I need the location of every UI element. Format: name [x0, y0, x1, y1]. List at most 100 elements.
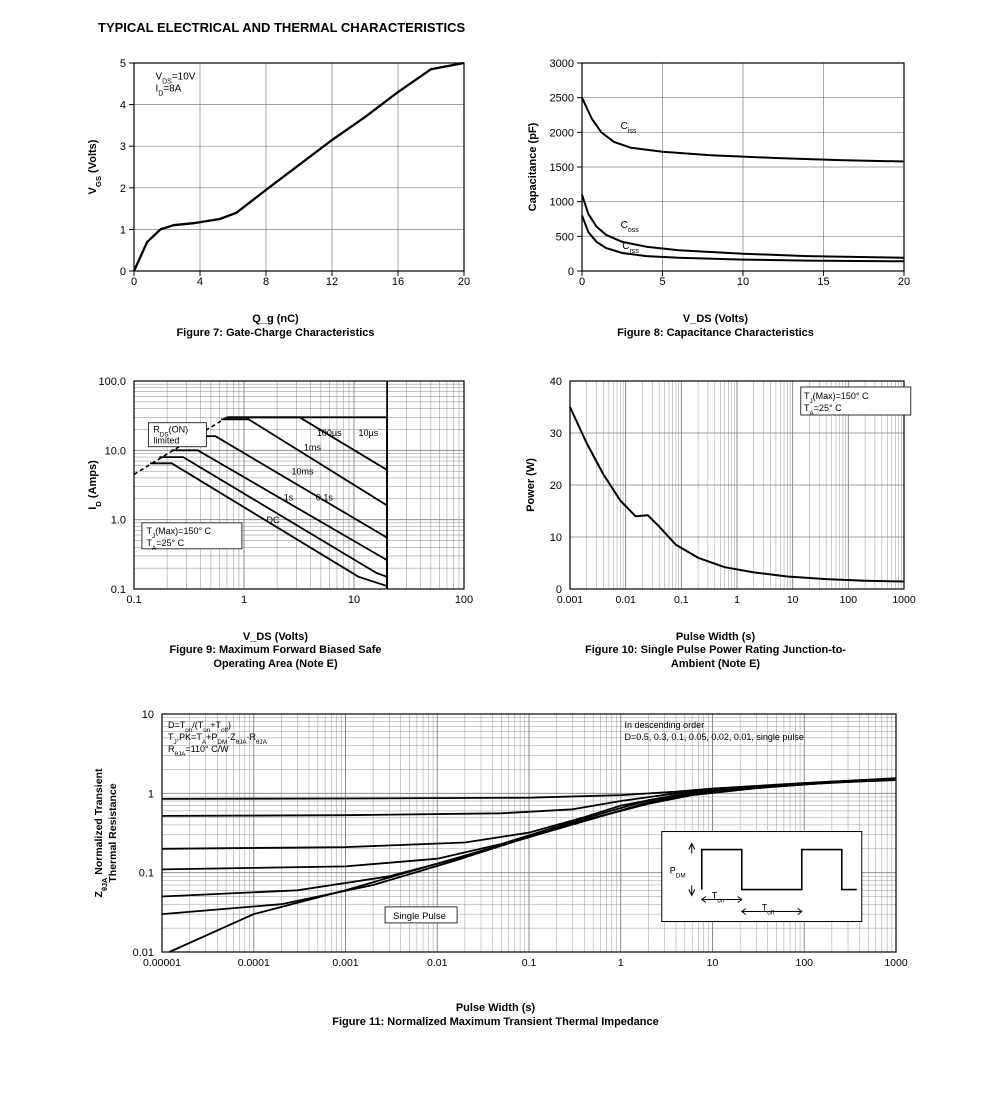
svg-text:2000: 2000 [549, 127, 573, 139]
svg-text:8: 8 [262, 276, 268, 288]
svg-text:0: 0 [130, 276, 136, 288]
svg-text:10: 10 [736, 276, 748, 288]
svg-text:10: 10 [786, 594, 798, 606]
figure-8: 05101520050010001500200025003000CissCoss… [516, 51, 916, 341]
svg-text:Coss: Coss [620, 220, 639, 234]
svg-text:20: 20 [549, 480, 561, 492]
fig9-caption: V_DS (Volts) Figure 9: Maximum Forward B… [169, 631, 381, 672]
fig8-title: Figure 8: Capacitance Characteristics [617, 327, 814, 339]
svg-text:1000: 1000 [549, 197, 573, 209]
svg-text:D=0.5, 0.3, 0.1, 0.05, 0.02, 0: D=0.5, 0.3, 0.1, 0.05, 0.02, 0.01, singl… [624, 732, 803, 742]
svg-text:40: 40 [549, 376, 561, 388]
svg-text:5: 5 [659, 276, 665, 288]
fig8-xlabel: V_DS (Volts) [683, 313, 748, 325]
svg-text:0.001: 0.001 [332, 957, 358, 969]
svg-text:1ms: 1ms [303, 442, 321, 452]
svg-text:0.0001: 0.0001 [237, 957, 269, 969]
svg-text:1: 1 [734, 594, 740, 606]
fig10-caption: Pulse Width (s) Figure 10: Single Pulse … [585, 631, 846, 672]
figure-10: 0.0010.010.11101001000010203040TJ(Max)=1… [516, 369, 916, 672]
svg-text:1000: 1000 [892, 594, 916, 606]
svg-text:1: 1 [147, 788, 153, 800]
figure-7: 048121620012345VGS (Volts)VDS=10VID=8A Q… [76, 51, 476, 341]
svg-text:10: 10 [347, 594, 359, 606]
svg-text:1s: 1s [283, 492, 293, 502]
chart-grid: 048121620012345VGS (Volts)VDS=10VID=8A Q… [40, 51, 951, 1029]
svg-text:12: 12 [325, 276, 337, 288]
fig10-title2: Ambient (Note E) [671, 658, 760, 670]
svg-text:100: 100 [839, 594, 857, 606]
svg-text:ID=8A: ID=8A [155, 84, 181, 98]
svg-text:Thermal Resistance: Thermal Resistance [107, 783, 119, 882]
svg-text:4: 4 [119, 100, 125, 112]
fig10-title1: Figure 10: Single Pulse Power Rating Jun… [585, 644, 846, 656]
svg-text:limited: limited [153, 435, 179, 445]
svg-text:0: 0 [578, 276, 584, 288]
svg-text:DC: DC [266, 514, 279, 524]
svg-text:1: 1 [119, 224, 125, 236]
svg-text:0.1: 0.1 [126, 594, 141, 606]
svg-text:100µs: 100µs [316, 428, 341, 438]
fig9-title1: Figure 9: Maximum Forward Biased Safe [169, 644, 381, 656]
svg-text:Capacitance (pF): Capacitance (pF) [527, 122, 539, 211]
svg-text:20: 20 [457, 276, 469, 288]
svg-text:1: 1 [240, 594, 246, 606]
svg-text:100: 100 [454, 594, 472, 606]
fig11-xlabel: Pulse Width (s) [456, 1002, 535, 1014]
svg-text:0.1: 0.1 [110, 584, 125, 596]
svg-text:10µs: 10µs [358, 428, 378, 438]
svg-text:0.1: 0.1 [138, 867, 153, 879]
svg-text:1.0: 1.0 [110, 514, 125, 526]
svg-text:100: 100 [795, 957, 813, 969]
svg-text:2500: 2500 [549, 93, 573, 105]
fig7-xlabel: Q_g (nC) [252, 313, 298, 325]
fig7-svg: 048121620012345VGS (Volts)VDS=10VID=8A [76, 51, 476, 311]
svg-text:500: 500 [555, 231, 573, 243]
fig8-svg: 05101520050010001500200025003000CissCoss… [516, 51, 916, 311]
svg-text:0.01: 0.01 [427, 957, 448, 969]
svg-text:30: 30 [549, 428, 561, 440]
svg-text:0.1: 0.1 [674, 594, 689, 606]
fig11-title: Figure 11: Normalized Maximum Transient … [332, 1016, 658, 1028]
svg-text:In descending order: In descending order [624, 720, 704, 730]
fig10-xlabel: Pulse Width (s) [676, 631, 755, 643]
svg-text:0.01: 0.01 [615, 594, 636, 606]
svg-text:0.01: 0.01 [132, 947, 153, 959]
svg-text:10ms: 10ms [291, 466, 314, 476]
fig7-title: Figure 7: Gate-Charge Characteristics [176, 327, 374, 339]
figure-9: 0.1 1 10 100 0.1 1.0 10.0 100.0 10µs 100µs 1ms 10ms… [76, 369, 476, 672]
svg-text:Power (W): Power (W) [525, 457, 537, 511]
svg-text:0: 0 [567, 266, 573, 278]
fig7-caption: Q_g (nC) Figure 7: Gate-Charge Character… [176, 313, 374, 341]
svg-text:5: 5 [119, 58, 125, 70]
svg-text:Single Pulse: Single Pulse [393, 911, 446, 922]
svg-text:20: 20 [897, 276, 909, 288]
svg-text:0.1s: 0.1s [315, 492, 333, 502]
svg-text:2: 2 [119, 183, 125, 195]
svg-text:3000: 3000 [549, 58, 573, 70]
svg-text:15: 15 [817, 276, 829, 288]
svg-text:10: 10 [141, 709, 153, 721]
figure-11: 0.000010.00010.0010.010.111010010000.010… [40, 700, 951, 1030]
svg-text:ID (Amps): ID (Amps) [87, 459, 103, 509]
fig9-title2: Operating Area (Note E) [213, 658, 337, 670]
fig11-caption: Pulse Width (s) Figure 11: Normalized Ma… [332, 1002, 658, 1030]
svg-text:10: 10 [706, 957, 718, 969]
svg-text:3: 3 [119, 141, 125, 153]
svg-text:10: 10 [549, 532, 561, 544]
svg-text:16: 16 [391, 276, 403, 288]
svg-text:4: 4 [196, 276, 202, 288]
page-title: TYPICAL ELECTRICAL AND THERMAL CHARACTER… [98, 20, 951, 35]
svg-text:1000: 1000 [884, 957, 908, 969]
fig11-svg: 0.000010.00010.0010.010.111010010000.010… [76, 700, 916, 1000]
fig8-caption: V_DS (Volts) Figure 8: Capacitance Chara… [617, 313, 814, 341]
svg-text:0: 0 [555, 584, 561, 596]
svg-text:100.0: 100.0 [98, 376, 126, 388]
fig9-svg: 0.1 1 10 100 0.1 1.0 10.0 100.0 10µs 100µs 1ms 10ms… [76, 369, 476, 629]
svg-text:0.1: 0.1 [521, 957, 536, 969]
svg-text:1: 1 [617, 957, 623, 969]
svg-text:10.0: 10.0 [104, 445, 125, 457]
fig10-svg: 0.0010.010.11101001000010203040TJ(Max)=1… [516, 369, 916, 629]
svg-text:VGS (Volts): VGS (Volts) [87, 139, 103, 194]
svg-text:0: 0 [119, 266, 125, 278]
